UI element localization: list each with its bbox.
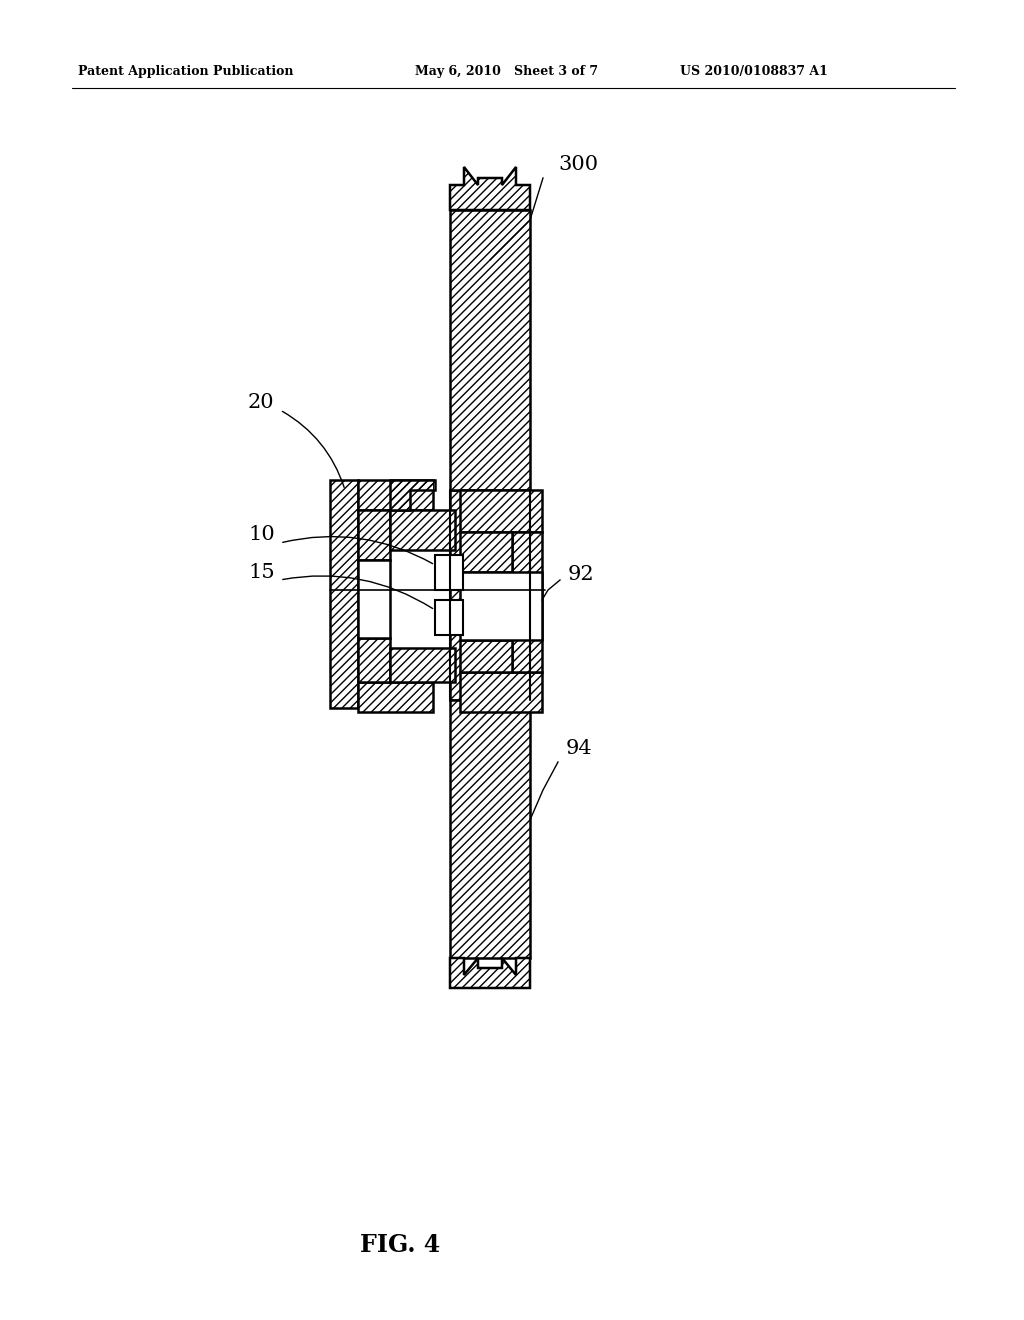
Bar	[450, 700, 530, 958]
Bar	[450, 490, 530, 700]
Bar	[358, 510, 390, 560]
Text: US 2010/0108837 A1: US 2010/0108837 A1	[680, 66, 827, 78]
Bar	[512, 532, 542, 672]
Bar	[450, 490, 530, 700]
Bar	[435, 554, 463, 590]
Bar	[512, 532, 542, 672]
Polygon shape	[450, 958, 530, 987]
Text: 300: 300	[558, 156, 598, 174]
Text: 20: 20	[248, 392, 274, 412]
Bar	[460, 490, 542, 532]
Bar	[358, 480, 433, 510]
Text: 94: 94	[566, 738, 593, 758]
Bar	[460, 532, 512, 572]
Bar	[460, 532, 512, 572]
Bar	[460, 572, 542, 640]
Bar	[358, 682, 433, 711]
Bar	[358, 638, 390, 682]
Text: FIG. 4: FIG. 4	[359, 1233, 440, 1257]
Bar	[390, 648, 455, 682]
Bar	[435, 601, 463, 635]
Bar	[460, 490, 542, 532]
Bar	[390, 648, 455, 682]
Bar	[358, 560, 390, 638]
Bar	[358, 510, 390, 560]
Bar	[460, 640, 512, 672]
Bar	[460, 672, 542, 711]
Bar	[330, 480, 358, 708]
Text: 92: 92	[568, 565, 595, 585]
Bar	[390, 510, 455, 550]
Text: May 6, 2010   Sheet 3 of 7: May 6, 2010 Sheet 3 of 7	[415, 66, 598, 78]
Bar	[460, 640, 512, 672]
Bar	[330, 480, 358, 708]
Bar	[450, 210, 530, 490]
Text: 15: 15	[248, 562, 274, 582]
Text: 10: 10	[248, 525, 274, 544]
Text: Patent Application Publication: Patent Application Publication	[78, 66, 294, 78]
Bar	[450, 210, 530, 490]
Bar	[460, 672, 542, 711]
Bar	[358, 638, 390, 682]
Polygon shape	[390, 480, 435, 510]
Bar	[358, 682, 433, 711]
Polygon shape	[450, 168, 530, 210]
Bar	[450, 700, 530, 958]
Bar	[358, 480, 433, 510]
Bar	[390, 510, 455, 550]
